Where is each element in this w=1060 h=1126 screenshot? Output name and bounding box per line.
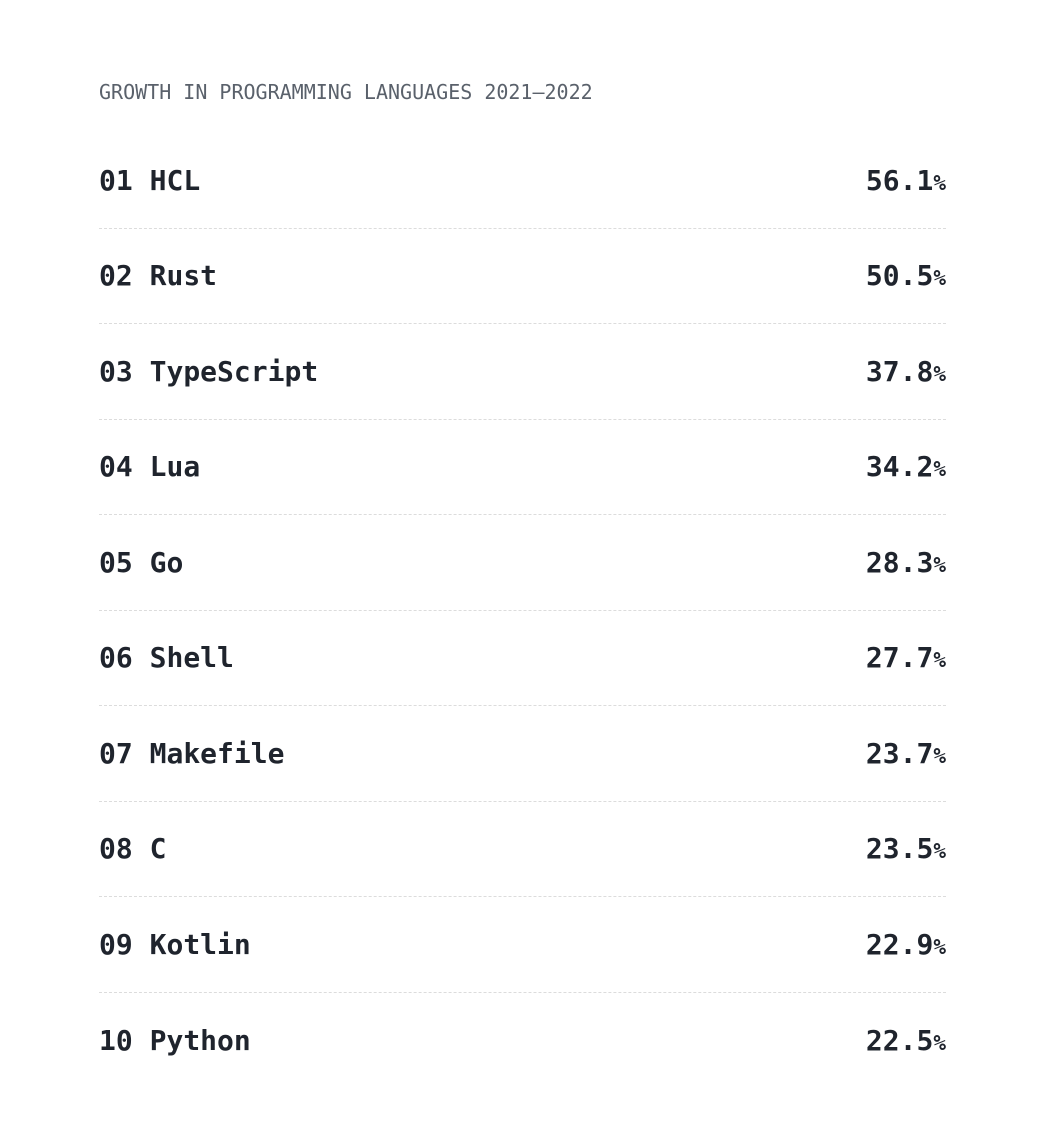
language-name: HCL — [149, 163, 201, 197]
list-item: 05 Go 28.3% — [99, 515, 946, 611]
percent-sign: % — [933, 743, 946, 768]
growth-number: 56.1 — [865, 163, 934, 197]
language-name: Shell — [149, 641, 234, 675]
language-name: Lua — [149, 450, 201, 484]
percent-sign: % — [933, 457, 946, 482]
growth-number: 37.8 — [865, 354, 934, 388]
growth-value: 34.2% — [866, 450, 946, 483]
percent-sign: % — [933, 170, 946, 195]
growth-value: 27.7% — [866, 641, 946, 674]
growth-number: 34.2 — [865, 450, 934, 484]
language-name: Go — [149, 545, 184, 579]
rank-number: 04 — [99, 450, 133, 484]
growth-value: 22.5% — [866, 1024, 946, 1057]
list-item: 01 HCL 56.1% — [99, 133, 946, 229]
growth-number: 50.5 — [865, 259, 934, 293]
percent-sign: % — [933, 361, 946, 386]
rank-number: 03 — [99, 354, 133, 388]
rank-number: 06 — [99, 641, 133, 675]
language-ranking-list: 01 HCL 56.1% 02 Rust 50.5% 03 TypeScript… — [99, 133, 946, 1088]
growth-ranking-panel: GROWTH IN PROGRAMMING LANGUAGES 2021–202… — [99, 0, 946, 1088]
language-name: TypeScript — [149, 354, 319, 388]
rank-number: 02 — [99, 259, 133, 293]
growth-number: 22.9 — [865, 927, 934, 961]
list-item: 09 Kotlin 22.9% — [99, 897, 946, 993]
rank-number: 08 — [99, 832, 133, 866]
list-item: 04 Lua 34.2% — [99, 420, 946, 515]
percent-sign: % — [933, 934, 946, 959]
percent-sign: % — [933, 266, 946, 291]
language-name: Kotlin — [149, 927, 251, 961]
list-item: 08 C 23.5% — [99, 802, 946, 897]
list-item: 03 TypeScript 37.8% — [99, 324, 946, 420]
percent-sign: % — [933, 552, 946, 577]
growth-value: 37.8% — [866, 355, 946, 388]
rank-number: 10 — [99, 1023, 133, 1057]
list-item: 10 Python 22.5% — [99, 993, 946, 1089]
language-name: Makefile — [149, 736, 285, 770]
list-item: 07 Makefile 23.7% — [99, 706, 946, 802]
growth-value: 56.1% — [866, 164, 946, 197]
language-name: Rust — [149, 259, 218, 293]
percent-sign: % — [933, 1030, 946, 1055]
growth-value: 50.5% — [866, 259, 946, 292]
growth-value: 23.7% — [866, 737, 946, 770]
rank-number: 01 — [99, 163, 133, 197]
growth-value: 22.9% — [866, 928, 946, 961]
language-name: Python — [149, 1023, 251, 1057]
percent-sign: % — [933, 648, 946, 673]
list-item: 06 Shell 27.7% — [99, 611, 946, 706]
growth-number: 22.5 — [865, 1023, 934, 1057]
growth-number: 28.3 — [865, 545, 934, 579]
growth-value: 28.3% — [866, 546, 946, 579]
page-title: GROWTH IN PROGRAMMING LANGUAGES 2021–202… — [99, 80, 593, 104]
growth-value: 23.5% — [866, 832, 946, 865]
rank-number: 07 — [99, 736, 133, 770]
list-item: 02 Rust 50.5% — [99, 229, 946, 324]
percent-sign: % — [933, 839, 946, 864]
rank-number: 09 — [99, 927, 133, 961]
growth-number: 23.7 — [865, 736, 934, 770]
growth-number: 27.7 — [865, 641, 934, 675]
growth-number: 23.5 — [865, 832, 934, 866]
language-name: C — [149, 832, 167, 866]
rank-number: 05 — [99, 545, 133, 579]
